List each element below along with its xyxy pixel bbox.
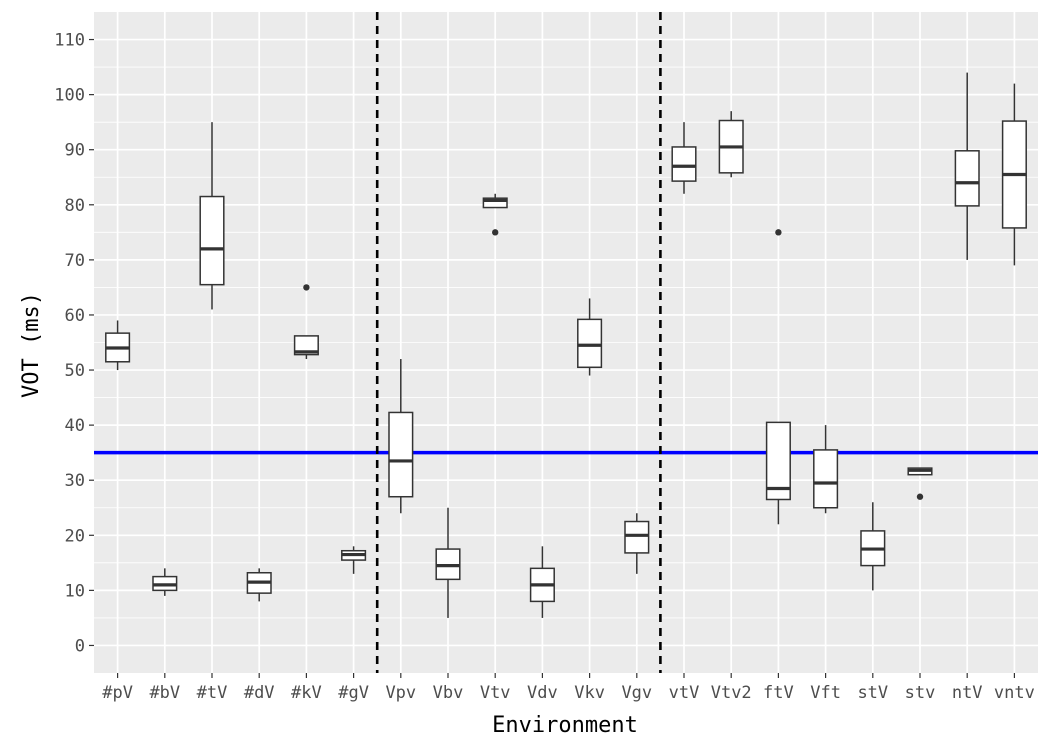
box-#tV [199,122,225,310]
outlier-point [303,284,310,291]
box-#pV [105,320,131,371]
y-axis-title: VOT (ms) [19,292,44,398]
box-stv [907,467,933,500]
box-#gV [341,546,367,574]
x-tick-label: Vtv [480,683,511,703]
y-tick-label: 30 [65,471,85,491]
x-tick-label: stv [905,683,936,703]
box-stV [860,502,886,591]
box-#bV [152,568,178,596]
box-body [577,318,603,369]
box-body [813,449,839,509]
y-tick-label: 110 [54,31,85,51]
x-tick-label: #tV [197,683,228,703]
x-tick-label: Vgv [621,683,652,703]
x-tick-label: Vdv [527,683,558,703]
box-Vbv [435,507,461,618]
x-tick-label: Vtv2 [711,683,752,703]
x-tick-label: #gV [338,683,369,703]
x-tick-label: Vft [810,683,841,703]
box-body [671,146,697,182]
box-Vpv [388,359,414,514]
x-tick-label: ntV [952,683,983,703]
x-tick-label: vntv [994,683,1035,703]
outlier-point [916,493,924,500]
outlier-point [492,229,499,236]
box-ftV [765,229,791,525]
divider-lines [375,12,662,673]
box-Vft [813,425,839,514]
x-tick-label: #bV [149,683,180,703]
y-tick-label: 10 [65,581,85,601]
y-tick-label: 60 [65,306,85,326]
box-vtV [671,122,697,194]
outlier-point [775,229,782,236]
box-#dV [246,568,272,602]
y-tick-label: 80 [65,196,85,216]
y-tick-label: 0 [75,636,85,656]
box-body [482,197,508,209]
box-body [388,411,414,498]
x-tick-label: Vbv [433,683,464,703]
box-Vtv [482,193,508,236]
x-axis-title: Environment [492,713,638,738]
box-Vgv [624,513,650,574]
y-tick-label: 50 [65,361,85,381]
x-tick-label: stV [857,683,888,703]
y-tick-label: 40 [65,416,85,436]
x-tick-label: #kV [291,683,322,703]
x-tick-label: #dV [244,683,275,703]
x-tick-label: #pV [102,683,133,703]
box-body [954,150,980,207]
x-tick-label: ftV [763,683,794,703]
box-#kV [293,284,319,360]
box-ntV [954,72,980,260]
box-Vkv [577,298,603,376]
y-tick-label: 90 [65,141,85,161]
y-tick-label: 70 [65,251,85,271]
y-tick-label: 20 [65,526,85,546]
box-vntv [1001,83,1027,266]
box-Vdv [529,546,555,618]
box-body [624,520,650,554]
x-tick-label: Vkv [574,683,605,703]
box-body [765,421,791,501]
x-tick-label: vtV [669,683,700,703]
boxes [105,72,1027,618]
box-Vtv2 [718,111,744,178]
x-tick-label: Vpv [385,683,416,703]
box-body [199,195,225,286]
y-axis: 0 10 20 30 40 50 60 70 80 90 100 110 [54,31,94,656]
box-body [293,335,319,356]
y-tick-label: 100 [54,86,85,106]
x-axis: #pV #bV #tV #dV #kV #gV Vpv Vbv Vtv Vdv Vkv Vgv vtV V… [102,673,1035,703]
